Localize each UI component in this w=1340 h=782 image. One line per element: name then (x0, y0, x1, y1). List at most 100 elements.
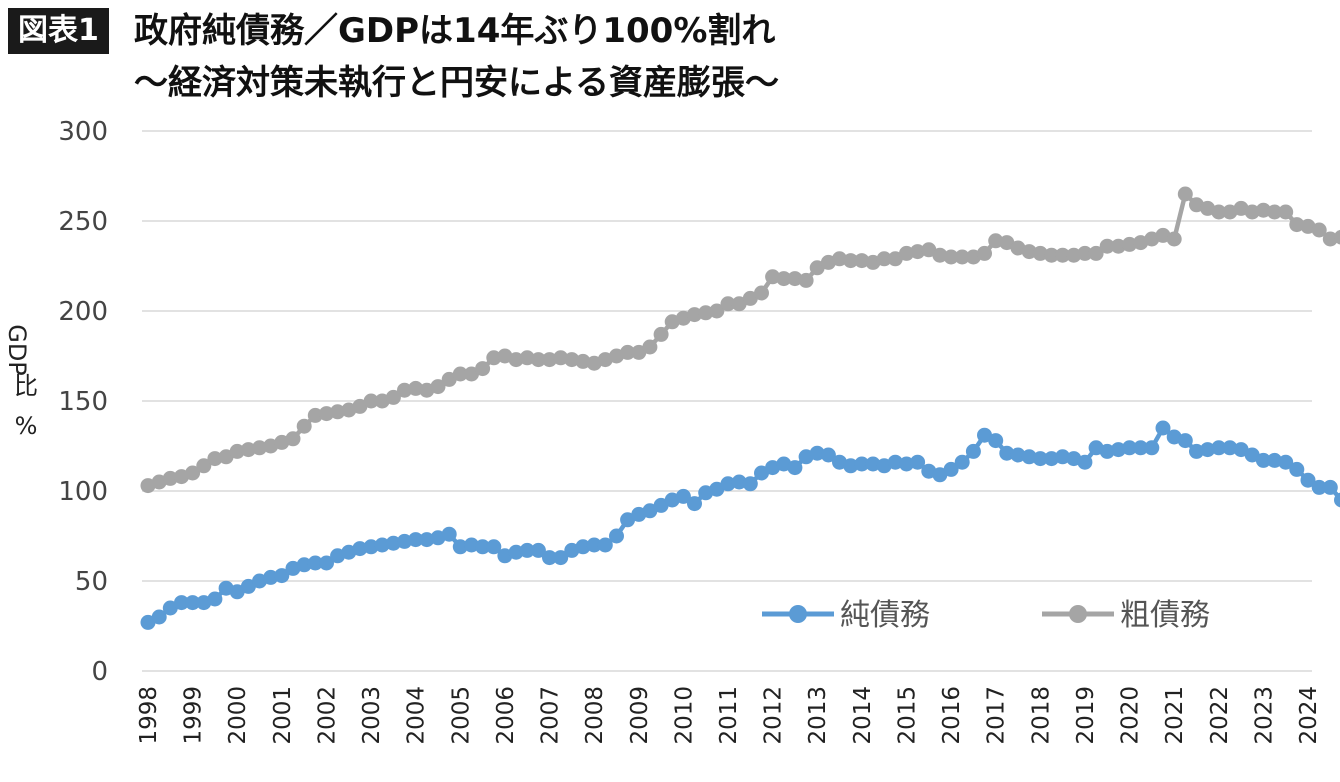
x-tick-label: 2022 (1207, 686, 1233, 745)
series-line (147, 425, 1340, 625)
data-point (809, 260, 825, 276)
data-point (1244, 447, 1260, 463)
data-point (1155, 420, 1171, 436)
data-point (709, 481, 725, 497)
data-point (441, 526, 457, 542)
data-point (452, 539, 468, 555)
legend-entry: 粗債務 (1042, 598, 1210, 633)
x-tick-label: 1998 (136, 686, 162, 745)
data-point (1032, 451, 1048, 467)
data-point (330, 404, 346, 420)
data-point (586, 537, 602, 553)
data-point (1322, 231, 1338, 247)
data-point (1044, 247, 1059, 263)
data-point (1267, 452, 1282, 468)
data-point (229, 443, 245, 459)
data-point (475, 361, 491, 377)
data-point (965, 443, 981, 459)
data-point (363, 393, 379, 409)
data-point (542, 352, 557, 368)
data-point (553, 550, 569, 566)
data-point (196, 458, 212, 474)
data-point (1255, 202, 1271, 218)
data-point (709, 303, 725, 319)
data-point (1211, 204, 1227, 220)
y-tick-label: 200 (58, 297, 108, 327)
data-point (140, 614, 156, 630)
x-tick-label: 2005 (448, 686, 474, 745)
data-point (397, 382, 412, 398)
data-point (653, 326, 669, 342)
data-point (1088, 245, 1104, 261)
data-point (754, 285, 769, 301)
data-point (1144, 440, 1160, 456)
data-point (441, 371, 457, 387)
legend-label: 純債務 (840, 598, 930, 633)
data-point (843, 253, 859, 269)
x-tick-label: 2010 (671, 686, 697, 745)
data-point (1044, 451, 1059, 467)
y-axis-label-part: GDP (3, 324, 31, 376)
x-tick-label: 2013 (805, 686, 831, 745)
data-point (977, 245, 992, 261)
data-point (1289, 217, 1305, 233)
data-point (229, 584, 245, 600)
data-point (742, 476, 758, 492)
chart-title: 政府純債務／GDPは14年ぶり100%割れ (134, 11, 776, 51)
data-point (832, 251, 847, 267)
data-point (162, 600, 178, 616)
x-tick-label: 2006 (493, 686, 519, 745)
data-point (765, 269, 781, 285)
data-point (542, 550, 557, 566)
data-point (1278, 204, 1294, 220)
x-tick-label: 2009 (627, 686, 653, 745)
data-point (932, 467, 948, 483)
y-axis-label-part: 比 (14, 372, 38, 400)
data-point (408, 380, 424, 396)
data-point (887, 251, 903, 267)
data-point (899, 245, 914, 261)
data-point (1177, 186, 1193, 202)
data-point (1300, 472, 1316, 488)
data-point (397, 533, 412, 549)
data-point (1021, 449, 1037, 465)
data-point (988, 233, 1004, 249)
x-tick-label: 2001 (270, 686, 296, 745)
data-point (1334, 229, 1340, 245)
data-point (319, 406, 334, 422)
data-point (1077, 245, 1093, 261)
data-point (475, 539, 491, 555)
data-point (1222, 440, 1238, 456)
data-point (921, 242, 937, 258)
data-point (854, 253, 870, 269)
x-axis-ticks: 1998 1999 2000 2001 2002 2003 2004 2005 2006 2007… (136, 686, 1322, 745)
data-point (385, 389, 401, 405)
x-tick-label: 1999 (181, 686, 207, 745)
data-point (1010, 447, 1026, 463)
gridlines (142, 130, 1312, 672)
data-point (319, 555, 334, 571)
data-point (1122, 236, 1137, 252)
data-point (530, 542, 546, 558)
data-point (943, 249, 959, 265)
data-point (151, 609, 167, 625)
chart-header: 図表1 政府純債務／GDPは14年ぶり100%割れ ～経済対策未執行と円安による… (0, 0, 1340, 110)
legend-marker (1069, 605, 1087, 623)
data-point (609, 528, 624, 544)
data-point (240, 442, 256, 458)
data-point (731, 474, 747, 490)
data-point (1233, 442, 1249, 458)
data-point (564, 352, 580, 368)
data-point (820, 447, 836, 463)
data-point (508, 352, 524, 368)
data-point (1021, 244, 1037, 260)
data-point (352, 398, 368, 414)
data-point (1334, 492, 1340, 508)
data-point (1244, 204, 1260, 220)
data-point (1110, 442, 1126, 458)
data-point (798, 272, 814, 288)
data-point (174, 595, 189, 611)
data-point (742, 290, 758, 306)
data-point (620, 512, 636, 528)
